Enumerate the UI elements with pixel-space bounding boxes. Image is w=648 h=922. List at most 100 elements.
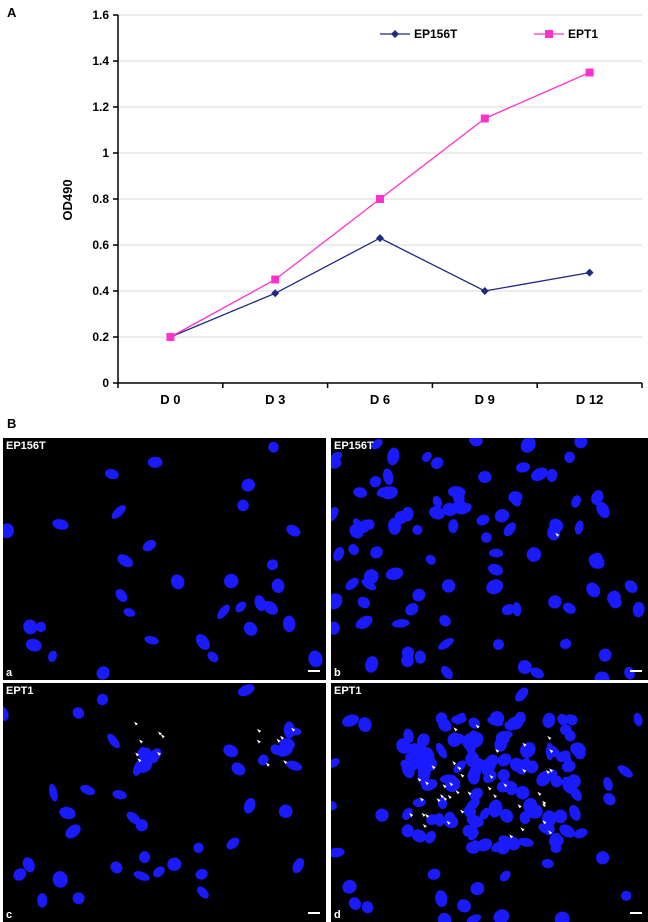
- nucleus: [499, 808, 514, 823]
- nucleus: [569, 805, 581, 821]
- nucleus: [479, 807, 490, 820]
- arrowhead-marker: [280, 735, 284, 740]
- nucleus: [546, 468, 558, 483]
- nucleus: [369, 475, 382, 488]
- nucleus: [278, 804, 293, 819]
- nucleus: [331, 800, 337, 811]
- nucleus: [570, 742, 586, 757]
- nucleus: [435, 742, 447, 759]
- nucleus: [23, 619, 38, 635]
- arrowhead-marker: [419, 797, 424, 802]
- nucleus: [361, 901, 374, 914]
- arrowhead-marker: [436, 798, 441, 803]
- arrowhead-marker: [133, 721, 138, 726]
- arrowhead-marker: [417, 777, 422, 782]
- nucleus: [453, 760, 466, 774]
- arrowhead-marker: [503, 783, 508, 788]
- arrowhead-marker: [460, 809, 465, 814]
- nucleus: [465, 751, 480, 768]
- data-point-ept1: [480, 114, 489, 123]
- y-tick-label: 0: [102, 376, 109, 390]
- nucleus: [469, 787, 483, 801]
- nucleus: [496, 779, 513, 793]
- arrowhead-marker: [157, 731, 162, 736]
- nucleus: [403, 728, 414, 744]
- nucleus: [331, 621, 340, 635]
- nucleus: [52, 871, 68, 888]
- data-point-ept1: [271, 275, 280, 284]
- nucleus: [531, 467, 548, 482]
- nucleus: [545, 742, 554, 761]
- nucleus: [411, 745, 428, 761]
- nucleus: [392, 619, 410, 628]
- arrowhead-marker: [460, 773, 465, 778]
- nucleus: [348, 897, 362, 910]
- nucleus: [553, 809, 568, 824]
- nucleus: [466, 814, 484, 828]
- nucleus: [603, 793, 616, 806]
- nucleus: [443, 814, 459, 829]
- nucleus: [226, 837, 240, 850]
- nucleus: [493, 909, 510, 922]
- nucleus: [624, 580, 638, 593]
- nucleus: [488, 563, 503, 576]
- arrowhead-marker: [493, 794, 497, 799]
- nucleus: [598, 648, 612, 662]
- series-layer: [166, 68, 594, 341]
- y-axis-label: OD490: [60, 179, 75, 220]
- nucleus: [401, 824, 414, 838]
- arrowhead-marker: [421, 812, 426, 817]
- nucleus: [632, 601, 645, 618]
- nucleus: [574, 520, 584, 535]
- nucleus: [117, 554, 133, 568]
- nucleus: [25, 638, 42, 652]
- nucleus: [489, 548, 504, 558]
- micrograph-a-title: EP156T: [6, 440, 46, 452]
- nucleus: [488, 799, 503, 818]
- nucleus: [241, 478, 255, 492]
- arrowhead-marker: [453, 727, 458, 732]
- nucleus: [425, 554, 436, 565]
- nucleus: [417, 764, 431, 782]
- nucleus: [3, 706, 9, 721]
- axis-layer: 0 0.2 0.4 0.6 0.8 1 1.2 1.4 1.6 D 0 D 3 D 6 D 9 D 12: [92, 8, 643, 407]
- nucleus: [65, 824, 81, 839]
- y-tick-label: 1.2: [92, 100, 109, 114]
- arrowhead-marker: [439, 794, 444, 799]
- nucleus: [167, 857, 182, 871]
- nucleus: [237, 499, 249, 512]
- panel-b-label: B: [7, 416, 17, 431]
- y-tick-label: 1.6: [92, 8, 109, 22]
- arrowhead-marker: [135, 752, 140, 757]
- nucleus: [457, 899, 471, 913]
- series-line-ep156t: [170, 237, 590, 338]
- nucleus: [153, 866, 165, 878]
- arrowhead-marker: [495, 748, 500, 753]
- nucleus: [596, 501, 610, 519]
- nucleus: [439, 774, 457, 784]
- nucleus: [571, 495, 581, 508]
- nucleus: [528, 804, 543, 819]
- nucleus: [405, 603, 419, 616]
- micrograph-d: EPT1 d: [331, 683, 648, 922]
- nucleus: [542, 712, 556, 729]
- arrowhead-marker: [467, 791, 472, 796]
- nucleus: [268, 441, 279, 453]
- scale-bar: [308, 670, 320, 672]
- nucleus: [491, 841, 506, 853]
- nucleus: [139, 851, 151, 864]
- nucleus: [426, 814, 440, 825]
- arrowhead-marker: [442, 784, 447, 789]
- nucleus: [133, 871, 150, 881]
- nucleus: [548, 595, 562, 609]
- nucleus: [217, 604, 230, 619]
- nucleus: [430, 457, 444, 470]
- nucleus: [439, 615, 451, 627]
- scale-bar: [630, 912, 642, 914]
- arrowhead-marker: [475, 724, 480, 729]
- nucleus: [468, 717, 480, 729]
- nucleus: [594, 671, 610, 680]
- nucleus: [223, 573, 239, 589]
- micrograph-c-letter: c: [6, 909, 13, 921]
- nucleus: [147, 456, 163, 468]
